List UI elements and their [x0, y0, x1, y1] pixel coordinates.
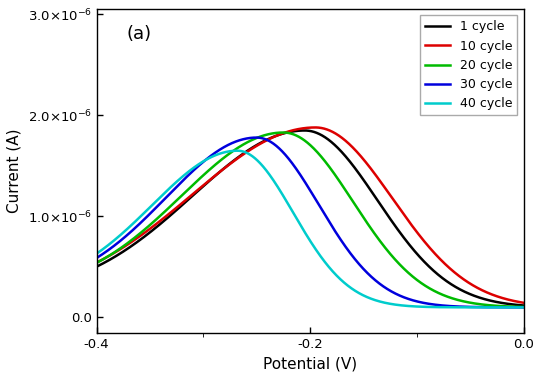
X-axis label: Potential (V): Potential (V): [263, 356, 357, 371]
1 cycle: [301, 128, 308, 133]
1 cycle: [142, 234, 148, 238]
40 cycle: [512, 305, 519, 310]
10 cycle: [142, 230, 148, 234]
20 cycle: [257, 134, 263, 139]
30 cycle: [276, 146, 282, 150]
30 cycle: [167, 191, 174, 195]
40 cycle: [257, 161, 263, 166]
Line: 30 cycle: 30 cycle: [96, 138, 524, 307]
10 cycle: [167, 210, 174, 215]
1 cycle: [93, 265, 100, 269]
Text: (a): (a): [127, 25, 151, 43]
Y-axis label: Current (A): Current (A): [7, 129, 22, 213]
40 cycle: [142, 210, 148, 214]
20 cycle: [512, 304, 519, 309]
30 cycle: [520, 305, 527, 310]
10 cycle: [520, 301, 527, 305]
20 cycle: [142, 227, 148, 231]
40 cycle: [234, 149, 241, 153]
Line: 10 cycle: 10 cycle: [96, 127, 524, 303]
10 cycle: [257, 141, 263, 146]
1 cycle: [520, 303, 527, 308]
Line: 40 cycle: 40 cycle: [96, 151, 524, 307]
1 cycle: [466, 291, 473, 296]
20 cycle: [466, 300, 473, 305]
30 cycle: [466, 305, 473, 309]
40 cycle: [466, 305, 473, 310]
10 cycle: [312, 125, 319, 130]
Line: 1 cycle: 1 cycle: [96, 130, 524, 305]
40 cycle: [276, 187, 282, 191]
Line: 20 cycle: 20 cycle: [96, 133, 524, 307]
20 cycle: [167, 204, 174, 208]
30 cycle: [93, 256, 100, 260]
20 cycle: [275, 130, 282, 135]
30 cycle: [257, 136, 263, 140]
10 cycle: [93, 260, 100, 265]
Legend: 1 cycle, 10 cycle, 20 cycle, 30 cycle, 40 cycle: 1 cycle, 10 cycle, 20 cycle, 30 cycle, 4…: [420, 15, 517, 115]
20 cycle: [93, 261, 100, 265]
1 cycle: [275, 133, 282, 137]
1 cycle: [167, 213, 174, 217]
1 cycle: [257, 141, 263, 145]
10 cycle: [275, 133, 282, 137]
1 cycle: [512, 302, 519, 307]
20 cycle: [280, 130, 287, 135]
40 cycle: [93, 251, 100, 256]
40 cycle: [520, 305, 527, 310]
30 cycle: [512, 305, 519, 310]
20 cycle: [520, 305, 527, 309]
30 cycle: [142, 216, 148, 221]
10 cycle: [466, 281, 473, 285]
40 cycle: [167, 185, 174, 189]
10 cycle: [512, 299, 519, 304]
30 cycle: [254, 135, 260, 140]
